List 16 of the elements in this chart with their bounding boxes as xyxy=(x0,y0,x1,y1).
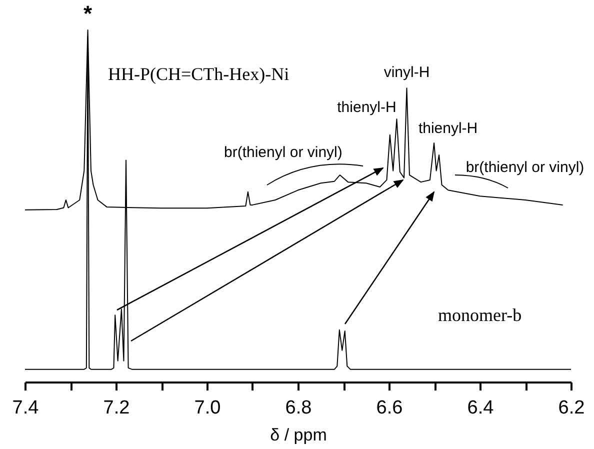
text: monomer-b xyxy=(438,305,522,325)
x-tick-label: 6.4 xyxy=(467,398,494,418)
x-tick-label: 7.0 xyxy=(194,398,221,418)
x-tick-label: 6.2 xyxy=(558,398,585,418)
series-label: HH-P(CH=CTh-Hex)-Ni xyxy=(108,64,290,84)
x-tick-label: 7.4 xyxy=(12,398,40,418)
annotation: thienyl-H xyxy=(337,99,396,116)
x-axis-title: δ / ppm xyxy=(270,426,327,444)
x-tick-label: 7.2 xyxy=(103,398,130,418)
annotation: br(thienyl or vinyl) xyxy=(466,159,584,176)
annotation: * xyxy=(84,1,93,26)
annotation: thienyl-H xyxy=(418,120,478,137)
annotation: vinyl-H xyxy=(384,64,430,82)
x-tick-label: 6.6 xyxy=(376,398,403,418)
x-tick-label: 6.8 xyxy=(285,398,312,418)
annotation: br(thienyl or vinyl) xyxy=(224,144,342,162)
